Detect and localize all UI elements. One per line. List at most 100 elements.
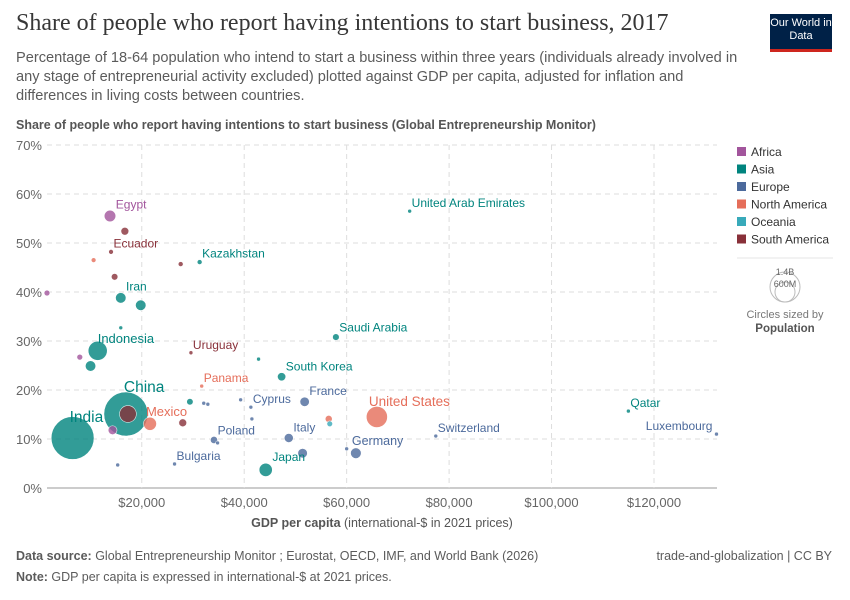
point-label: Japan bbox=[272, 450, 305, 464]
x-tick-label: $120,000 bbox=[627, 495, 681, 510]
legend-swatch bbox=[737, 182, 746, 191]
legend-item-africa: Africa bbox=[751, 145, 782, 159]
data-point bbox=[87, 340, 108, 361]
point-label: Kazakhstan bbox=[202, 247, 265, 261]
y-tick-label: 0% bbox=[23, 481, 42, 496]
legend-item-oceania: Oceania bbox=[751, 215, 796, 229]
data-point bbox=[201, 400, 207, 406]
size-legend-caption: Circles sized by bbox=[746, 309, 824, 321]
point-label: Egypt bbox=[116, 197, 147, 211]
point-label: United Arab Emirates bbox=[412, 196, 525, 210]
y-tick-label: 30% bbox=[16, 334, 42, 349]
point-label: India bbox=[70, 409, 104, 426]
data-point bbox=[107, 425, 118, 435]
note: Note: GDP per capita is expressed in int… bbox=[16, 570, 392, 584]
data-point bbox=[714, 431, 719, 437]
data-point bbox=[118, 325, 124, 331]
x-tick-label: $20,000 bbox=[118, 495, 165, 510]
data-point bbox=[178, 418, 187, 428]
data-point bbox=[626, 408, 631, 414]
data-point bbox=[258, 462, 273, 477]
data-point bbox=[199, 383, 204, 389]
point-label: Ecuador bbox=[113, 236, 158, 250]
point-label: Qatar bbox=[630, 396, 660, 410]
size-legend-large-label: 1.4B bbox=[776, 267, 795, 277]
data-point bbox=[43, 289, 51, 297]
data-point bbox=[135, 299, 147, 311]
data-point bbox=[50, 416, 95, 460]
data-point bbox=[84, 360, 97, 372]
data-point bbox=[256, 356, 261, 362]
legend-item-north-america: North America bbox=[751, 198, 827, 212]
data-point bbox=[90, 257, 97, 263]
point-label: Switzerland bbox=[438, 421, 500, 435]
data-point bbox=[196, 259, 203, 265]
data-point bbox=[283, 433, 294, 443]
point-label: Poland bbox=[218, 423, 255, 437]
data-point bbox=[344, 446, 349, 452]
x-tick-label: $100,000 bbox=[524, 495, 578, 510]
data-point bbox=[205, 401, 211, 407]
data-point bbox=[365, 406, 388, 428]
data-point bbox=[115, 292, 127, 304]
point-label: Germany bbox=[352, 434, 404, 448]
logo-text: Our World in Data bbox=[770, 17, 832, 42]
point-label: Italy bbox=[293, 420, 315, 434]
point-label: United States bbox=[369, 394, 450, 409]
y-axis-title: Share of people who report having intent… bbox=[16, 118, 596, 132]
point-label: Mexico bbox=[146, 404, 187, 419]
data-source: Data source: Global Entrepreneurship Mon… bbox=[16, 549, 538, 563]
legend-swatch bbox=[737, 234, 746, 244]
x-axis-title: GDP per capita (international-$ in 2021 … bbox=[251, 516, 513, 530]
data-point bbox=[215, 440, 220, 446]
note-text: GDP per capita is expressed in internati… bbox=[47, 570, 392, 584]
data-point bbox=[297, 448, 308, 459]
owid-logo[interactable]: Our World in Data bbox=[770, 14, 832, 52]
data-point bbox=[119, 405, 137, 423]
x-tick-label: $40,000 bbox=[221, 495, 268, 510]
note-label: Note: bbox=[16, 570, 48, 584]
x-tick-label: $80,000 bbox=[426, 495, 473, 510]
source-label: Data source: bbox=[16, 549, 92, 563]
legend-item-south-america: South America bbox=[751, 233, 829, 247]
legend-swatch bbox=[737, 147, 746, 156]
legend-swatch bbox=[737, 164, 746, 174]
data-point bbox=[248, 404, 254, 410]
point-label: Uruguay bbox=[193, 338, 238, 352]
data-point bbox=[120, 226, 130, 236]
data-point bbox=[332, 333, 340, 341]
y-tick-label: 60% bbox=[16, 187, 42, 202]
point-label: South Korea bbox=[286, 360, 353, 374]
y-tick-label: 20% bbox=[16, 383, 42, 398]
data-point bbox=[108, 249, 114, 255]
y-tick-label: 10% bbox=[16, 432, 42, 447]
x-tick-label: $60,000 bbox=[323, 495, 370, 510]
data-point bbox=[188, 350, 194, 356]
point-label: China bbox=[124, 379, 165, 396]
y-tick-label: 40% bbox=[16, 285, 42, 300]
y-tick-label: 70% bbox=[16, 138, 42, 153]
data-point bbox=[76, 353, 84, 361]
point-label: Saudi Arabia bbox=[339, 321, 407, 335]
data-point bbox=[350, 447, 362, 459]
data-point bbox=[186, 398, 194, 406]
data-point bbox=[326, 420, 333, 427]
data-point bbox=[299, 396, 310, 407]
point-label: Panama bbox=[204, 371, 249, 385]
license[interactable]: trade-and-globalization | CC BY bbox=[656, 549, 832, 563]
data-point bbox=[103, 209, 117, 223]
data-point bbox=[177, 261, 184, 267]
point-label: Bulgaria bbox=[177, 449, 221, 463]
chart-title: Share of people who report having intent… bbox=[16, 10, 669, 36]
legend-item-asia: Asia bbox=[751, 163, 775, 177]
data-point bbox=[238, 397, 243, 403]
point-label: Luxembourg bbox=[646, 419, 713, 433]
source-text[interactable]: Global Entrepreneurship Monitor ; Eurost… bbox=[91, 549, 539, 563]
legend-item-europe: Europe bbox=[751, 180, 790, 194]
data-point bbox=[143, 416, 157, 431]
point-label: Cyprus bbox=[253, 392, 291, 406]
size-legend-small-label: 600M bbox=[774, 279, 797, 289]
legend-swatch bbox=[737, 199, 746, 209]
